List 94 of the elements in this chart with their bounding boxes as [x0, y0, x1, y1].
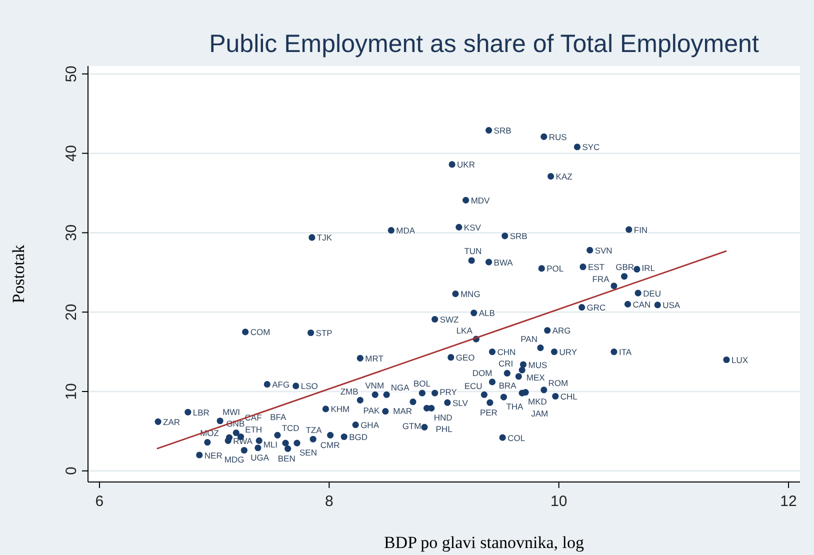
data-label: CHN: [497, 347, 516, 358]
x-axis-title: BDP po glavi stanovnika, log: [384, 533, 585, 552]
data-label: HND: [434, 412, 452, 422]
data-label: DEU: [643, 288, 662, 298]
data-label: SYC: [582, 142, 600, 152]
data-label: AFG: [272, 380, 290, 390]
y-axis-title: Postotak: [9, 244, 28, 304]
data-label: SVN: [594, 245, 612, 256]
data-label: PAN: [520, 334, 538, 344]
data-label: JAM: [531, 408, 548, 419]
data-label: MDA: [396, 226, 416, 236]
data-label: ZAR: [163, 416, 180, 427]
data-label: ITA: [618, 347, 632, 358]
data-label: MUS: [528, 360, 548, 370]
data-label: COM: [250, 327, 270, 338]
data-label: BGD: [349, 432, 368, 442]
data-label: SRB: [494, 126, 512, 136]
data-label: RWA: [233, 436, 253, 446]
data-label: CHL: [560, 392, 578, 402]
data-label: RUS: [548, 132, 568, 142]
data-label: ALB: [478, 308, 496, 318]
data-label: GRC: [586, 302, 606, 313]
data-label: SLV: [452, 398, 468, 408]
data-label: LBR: [192, 407, 210, 418]
data-label: BFA: [270, 412, 286, 422]
data-label: FRA: [592, 274, 610, 284]
x-tick-label: 8: [324, 493, 334, 510]
data-label: ZMB: [340, 386, 359, 396]
y-tick-label: 30: [63, 224, 80, 242]
data-label: URY: [559, 347, 578, 358]
data-label: EST: [588, 262, 604, 272]
data-label: MNG: [460, 289, 480, 300]
data-label: TCD: [282, 423, 300, 434]
x-tick-label: 10: [550, 493, 568, 510]
data-label: BEN: [278, 453, 296, 464]
data-label: MKD: [528, 396, 547, 407]
data-label: TJK: [316, 232, 332, 243]
data-label: ROM: [548, 378, 568, 388]
y-tick-label: 10: [63, 383, 80, 400]
data-label: PRY: [440, 387, 458, 398]
data-label: IRL: [642, 263, 656, 274]
data-label: FIN: [634, 224, 648, 235]
data-label: ARG: [552, 326, 571, 336]
data-label: PAK: [363, 405, 380, 416]
y-tick-label: 20: [63, 304, 80, 320]
data-label: USA: [662, 300, 680, 310]
data-label: LUX: [732, 354, 748, 365]
data-label: MEX: [526, 372, 546, 383]
data-label: CRI: [498, 358, 514, 369]
data-label: GEO: [456, 352, 476, 363]
data-label: STP: [316, 328, 333, 338]
data-label: PER: [480, 407, 498, 418]
data-label: KSV: [464, 222, 482, 232]
y-tick-label: 40: [63, 144, 80, 162]
data-label: ETH: [245, 424, 262, 435]
data-label: PHL: [436, 424, 453, 434]
data-label: THA: [506, 401, 524, 412]
data-label: CAN: [632, 299, 651, 310]
chart-title: Public Employment as share of Total Employment: [209, 30, 759, 58]
data-label: KAZ: [556, 172, 572, 182]
data-label: NGA: [390, 382, 410, 393]
x-tick-label: 12: [780, 493, 797, 510]
data-label: DOM: [472, 368, 492, 378]
data-label: ECU: [464, 380, 482, 391]
data-label: MDV: [470, 195, 490, 206]
data-label: BOL: [414, 378, 431, 389]
data-label: UKR: [457, 160, 475, 170]
data-label: BWA: [494, 257, 514, 268]
data-label: VNM: [365, 380, 384, 390]
data-label: GBR: [616, 262, 634, 272]
data-label: CMR: [320, 440, 340, 450]
data-label: NER: [204, 450, 222, 460]
data-label: MDG: [224, 454, 244, 465]
data-label: TUN: [464, 246, 482, 256]
data-label: SRB: [510, 231, 528, 242]
data-label: LSO: [300, 381, 318, 392]
data-label: MRT: [365, 353, 384, 364]
data-label: UGA: [250, 452, 270, 463]
data-label: GTM: [402, 421, 422, 432]
y-tick-label: 50: [63, 66, 80, 82]
y-tick-label: 0: [63, 466, 80, 476]
data-label: LKA: [456, 325, 473, 336]
data-label: MWI: [222, 407, 240, 418]
x-tick-label: 6: [95, 493, 104, 510]
data-label: COL: [508, 432, 526, 443]
data-label: KHM: [330, 404, 350, 414]
data-label: MAR: [393, 406, 412, 416]
data-label: SWZ: [440, 314, 459, 324]
data-label: POL: [546, 264, 564, 274]
data-label: TZA: [306, 424, 322, 435]
data-label: MLI: [263, 440, 278, 450]
data-label: BRA: [498, 380, 517, 391]
data-label: GHA: [360, 420, 380, 430]
data-label: SEN: [300, 447, 317, 458]
